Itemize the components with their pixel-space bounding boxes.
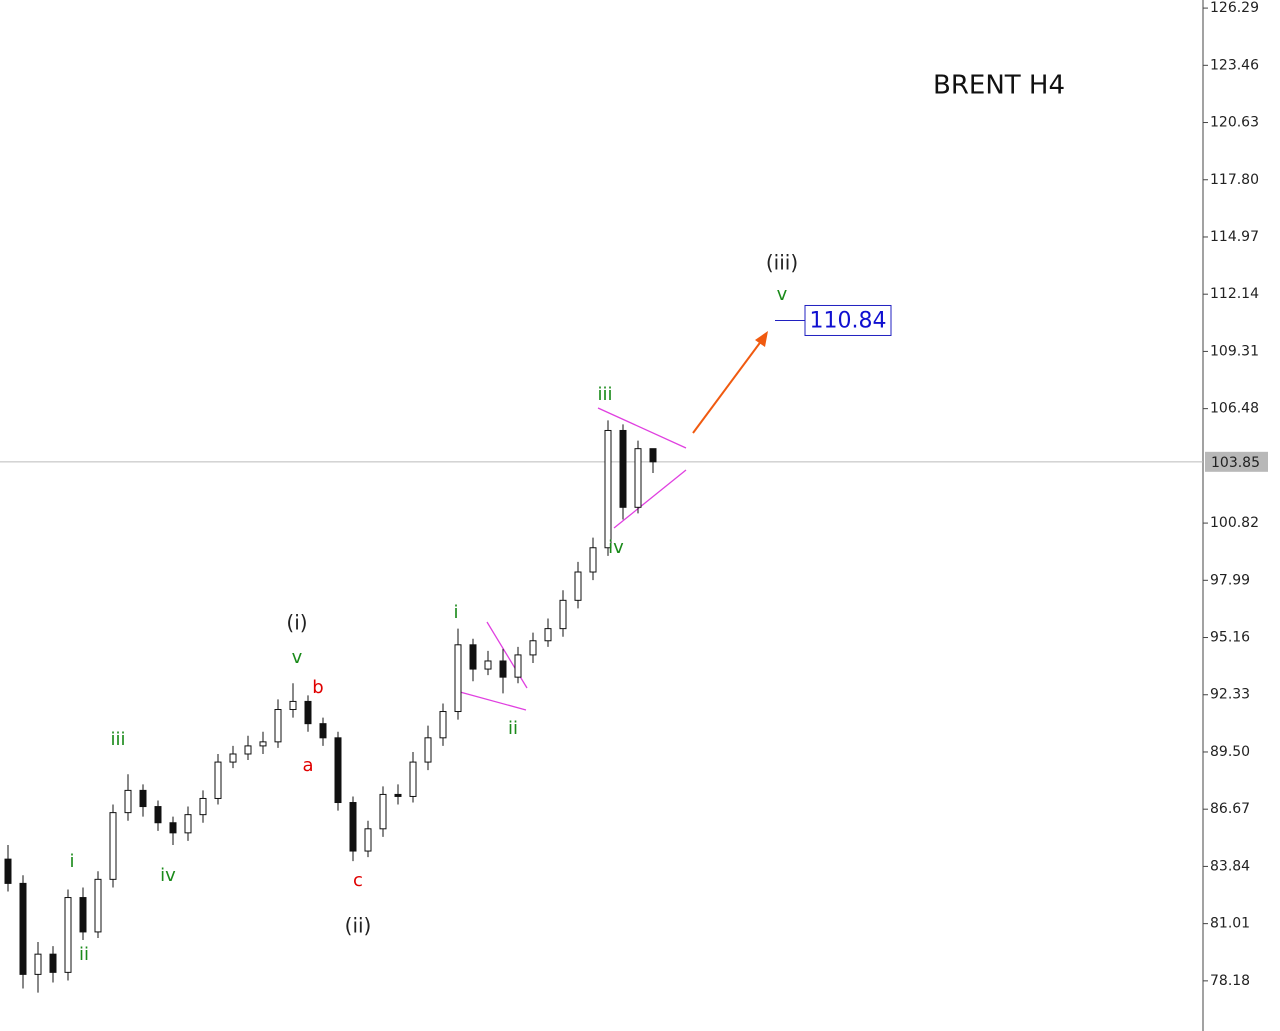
candle-body (424, 737, 432, 763)
y-tick-label: 106.48 (1210, 401, 1259, 417)
y-tick-label: 81.01 (1210, 916, 1250, 932)
wave-label: iv (608, 537, 624, 558)
wave-label: i (69, 851, 74, 872)
candle-body (529, 640, 537, 656)
candle-body (649, 448, 657, 463)
y-tick-label: 92.33 (1210, 687, 1250, 703)
current-price-label: 103.85 (1211, 455, 1260, 471)
current-price-box (1205, 451, 1268, 472)
wave-label: ii (79, 944, 89, 965)
candle-body (4, 858, 12, 884)
candle-body (484, 660, 492, 670)
wave-label: ii (508, 718, 518, 739)
candle-body (214, 761, 222, 799)
candle-body (139, 789, 147, 808)
wave-label: v (777, 284, 788, 305)
candle-body (184, 814, 192, 834)
candle-body (259, 741, 267, 747)
candle-body (514, 654, 522, 678)
candle-body (34, 953, 42, 975)
y-tick-label: 117.80 (1210, 172, 1259, 188)
wave-label: (i) (286, 611, 307, 635)
wave-label: (iii) (766, 251, 798, 275)
candle-body (19, 882, 27, 975)
candle-body (79, 897, 87, 933)
chart-title: BRENT H4 (933, 71, 1065, 101)
wave-label: v (292, 647, 303, 668)
candle-body (94, 878, 102, 933)
candle-body (109, 812, 117, 880)
y-tick-label: 97.99 (1210, 572, 1250, 588)
triangles (459, 407, 687, 711)
candle-body (319, 723, 327, 739)
wave-label: iii (597, 384, 612, 405)
wave-label: i (453, 602, 458, 623)
candle-body (589, 547, 597, 573)
wave-label: iv (160, 865, 176, 886)
candle-body (289, 700, 297, 711)
y-tick-label: 100.82 (1210, 515, 1259, 531)
y-tick-label: 109.31 (1210, 343, 1259, 359)
y-tick-label: 126.29 (1210, 0, 1259, 16)
candle-body (64, 897, 72, 973)
candle-body (49, 953, 57, 973)
wave-label: iii (110, 729, 125, 750)
candle-body (229, 753, 237, 763)
candle-body (124, 789, 132, 814)
candle-body (574, 571, 582, 601)
y-tick-label: 86.67 (1210, 801, 1250, 817)
candle-body (394, 793, 402, 797)
candle-body (334, 737, 342, 804)
candle-body (619, 429, 627, 508)
candle-body (439, 711, 447, 739)
forecast-arrow (692, 331, 768, 434)
y-tick-label: 83.84 (1210, 858, 1250, 874)
candle-body (499, 660, 507, 678)
candle-body (409, 761, 417, 797)
wave-label: (ii) (345, 914, 372, 938)
candle-body (169, 822, 177, 834)
target-box (804, 304, 892, 336)
y-tick-label: 95.16 (1210, 630, 1250, 646)
y-tick-label: 114.97 (1210, 229, 1259, 245)
candle-body (349, 802, 357, 852)
wave-label: c (353, 870, 363, 891)
candle-body (604, 429, 612, 549)
candle-body (544, 628, 552, 642)
y-tick-label: 123.46 (1210, 57, 1259, 73)
target-label: 110.84 (810, 308, 887, 333)
y-tick-label: 112.14 (1210, 286, 1259, 302)
candle-body (154, 806, 162, 824)
candle-body (634, 448, 642, 508)
candle-body (379, 793, 387, 830)
candle-body (304, 700, 312, 725)
y-tick-label: 78.18 (1210, 973, 1250, 989)
wave-label: b (312, 677, 323, 698)
candle-body (469, 644, 477, 670)
candle-body (274, 709, 282, 743)
y-tick-label: 120.63 (1210, 115, 1259, 131)
candle-body (199, 797, 207, 816)
candle-body (364, 828, 372, 852)
y-tick-label: 89.50 (1210, 744, 1250, 760)
candle-body (559, 599, 567, 630)
wave-label: a (302, 755, 313, 776)
candle-body (454, 644, 462, 713)
candle-body (244, 745, 252, 755)
